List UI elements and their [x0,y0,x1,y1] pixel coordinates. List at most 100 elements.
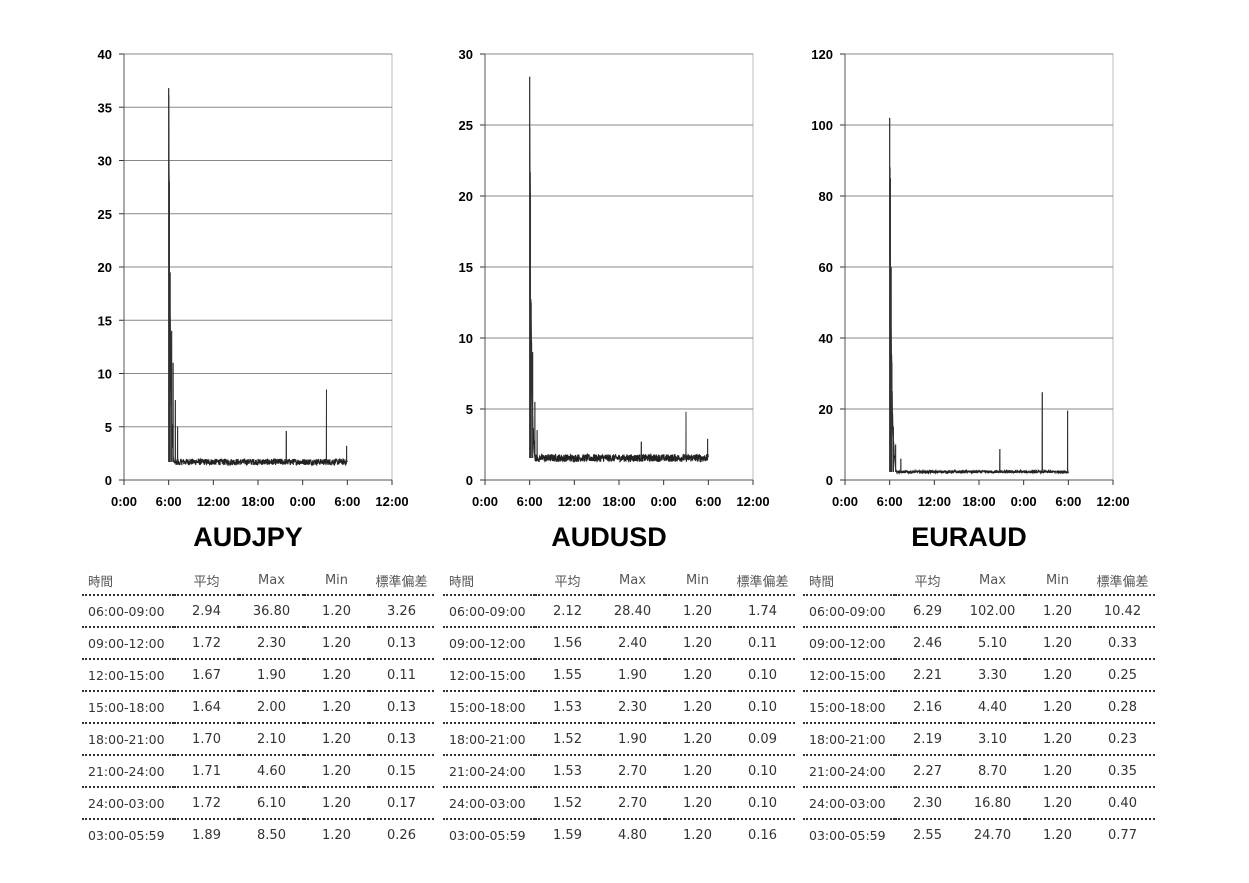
x-tick-label: 6:00 [877,494,903,509]
stats-table: 時間 平均 Max Min 標準偏差 06:00-09:00 6.29 102.00 1.20 1… [803,566,1155,850]
table-row: 18:00-21:00 1.70 2.10 1.20 0.13 [82,722,434,755]
column-header: Min [685,572,710,588]
table-row: 12:00-15:00 1.55 1.90 1.20 0.10 [443,658,795,691]
table-cell: 0.17 [369,786,434,819]
table-cell: 1.90 [600,658,665,691]
table-cell: 06:00-09:00 [82,594,174,627]
table-row: 18:00-21:00 2.19 3.10 1.20 0.23 [803,722,1155,755]
x-tick-label: 6:00 [695,494,721,509]
stats-table: 時間 平均 Max Min 標準偏差 06:00-09:00 2.94 36.80 1.20 3.… [82,566,434,850]
y-tick-label: 15 [459,260,473,275]
table-cell: 0.35 [1090,754,1155,787]
table-row: 06:00-09:00 2.12 28.40 1.20 1.74 [443,594,795,627]
table-cell: 0.10 [730,786,795,819]
table-cell: 0.16 [730,818,795,850]
chart-euraud: 0 20 40 60 80 100 120 0:00 6:00 12:00 18:00 0:00 6:0… [811,47,1129,509]
table-cell: 0.10 [730,690,795,723]
table-cell: 0.11 [369,658,434,691]
table-cell: 0.13 [369,626,434,659]
column-header: 時間 [809,573,835,589]
table-cell: 0.28 [1090,690,1155,723]
table-cell: 1.20 [1025,786,1090,819]
x-tick-label: 0:00 [472,494,498,509]
table-cell: 6.10 [239,786,304,819]
y-tick-label: 10 [98,367,112,382]
x-tick-label: 6:00 [1055,494,1081,509]
table-cell: 0.25 [1090,658,1155,691]
table-row: 06:00-09:00 6.29 102.00 1.20 10.42 [803,594,1155,627]
table-cell: 24.70 [960,818,1025,850]
y-tick-label: 30 [98,154,112,169]
column-header: 平均 [193,574,220,590]
column-header: 平均 [554,574,581,590]
y-tick-label: 0 [466,473,473,488]
table-row: 24:00-03:00 2.30 16.80 1.20 0.40 [803,786,1155,819]
y-tick-label: 5 [466,402,473,417]
x-tick-label: 18:00 [602,494,635,509]
column-header: 時間 [88,573,114,589]
table-cell: 1.20 [1025,754,1090,787]
table-cell: 1.52 [535,722,600,755]
table-header-row: 時間 平均 Max Min 標準偏差 [82,566,434,595]
y-tick-label: 15 [98,313,112,328]
column-header: Max [619,572,646,588]
pair-title: AUDUSD [551,522,667,552]
table-cell: 1.64 [174,690,239,723]
table-cell: 18:00-21:00 [443,722,535,755]
column-header: 標準偏差 [1096,574,1149,590]
table-cell: 1.72 [174,786,239,819]
table-cell: 2.40 [600,626,665,659]
table-row: 12:00-15:00 1.67 1.90 1.20 0.11 [82,658,434,691]
table-cell: 1.20 [304,594,369,627]
table-cell: 1.89 [174,818,239,850]
table-cell: 36.80 [239,594,304,627]
table-cell: 06:00-09:00 [803,594,895,627]
table-cell: 21:00-24:00 [82,754,174,787]
table-cell: 06:00-09:00 [443,594,535,627]
table-cell: 2.19 [895,722,960,755]
table-cell: 1.20 [665,658,730,691]
y-tick-label: 20 [459,189,473,204]
table-cell: 1.20 [665,786,730,819]
table-cell: 1.20 [1025,690,1090,723]
x-tick-label: 0:00 [290,494,316,509]
y-tick-label: 35 [98,100,112,115]
table-cell: 3.30 [960,658,1025,691]
table-cell: 12:00-15:00 [82,658,174,691]
stats-table: 時間 平均 Max Min 標準偏差 06:00-09:00 2.12 28.40 1.20 1.… [443,566,795,850]
table-cell: 1.52 [535,786,600,819]
table-cell: 0.09 [730,722,795,755]
table-cell: 24:00-03:00 [82,786,174,819]
table-cell: 0.13 [369,690,434,723]
table-row: 18:00-21:00 1.52 1.90 1.20 0.09 [443,722,795,755]
table-cell: 2.70 [600,786,665,819]
pair-title: AUDJPY [193,522,303,552]
table-row: 21:00-24:00 1.71 4.60 1.20 0.15 [82,754,434,787]
table-cell: 03:00-05:59 [82,818,174,850]
table-row: 15:00-18:00 2.16 4.40 1.20 0.28 [803,690,1155,723]
table-cell: 21:00-24:00 [443,754,535,787]
y-tick-label: 80 [819,189,833,204]
table-cell: 1.20 [665,594,730,627]
table-cell: 1.20 [665,690,730,723]
table-cell: 1.72 [174,626,239,659]
table-cell: 1.20 [1025,626,1090,659]
table-row: 09:00-12:00 2.46 5.10 1.20 0.33 [803,626,1155,659]
table-cell: 15:00-18:00 [82,690,174,723]
y-tick-label: 60 [819,260,833,275]
table-cell: 15:00-18:00 [443,690,535,723]
table-cell: 2.30 [895,786,960,819]
panel-euraud: 0 20 40 60 80 100 120 0:00 6:00 12:00 18:00 0:00 6:0… [803,0,1163,883]
table-cell: 1.20 [304,626,369,659]
pair-title: EURAUD [911,522,1027,552]
table-cell: 1.20 [1025,722,1090,755]
y-tick-label: 0 [105,473,112,488]
table-cell: 2.21 [895,658,960,691]
table-row: 09:00-12:00 1.56 2.40 1.20 0.11 [443,626,795,659]
x-tick-label: 12:00 [1096,494,1129,509]
table-cell: 1.20 [304,786,369,819]
table-row: 12:00-15:00 2.21 3.30 1.20 0.25 [803,658,1155,691]
y-tick-label: 100 [811,118,833,133]
table-row: 24:00-03:00 1.52 2.70 1.20 0.10 [443,786,795,819]
table-cell: 1.90 [600,722,665,755]
